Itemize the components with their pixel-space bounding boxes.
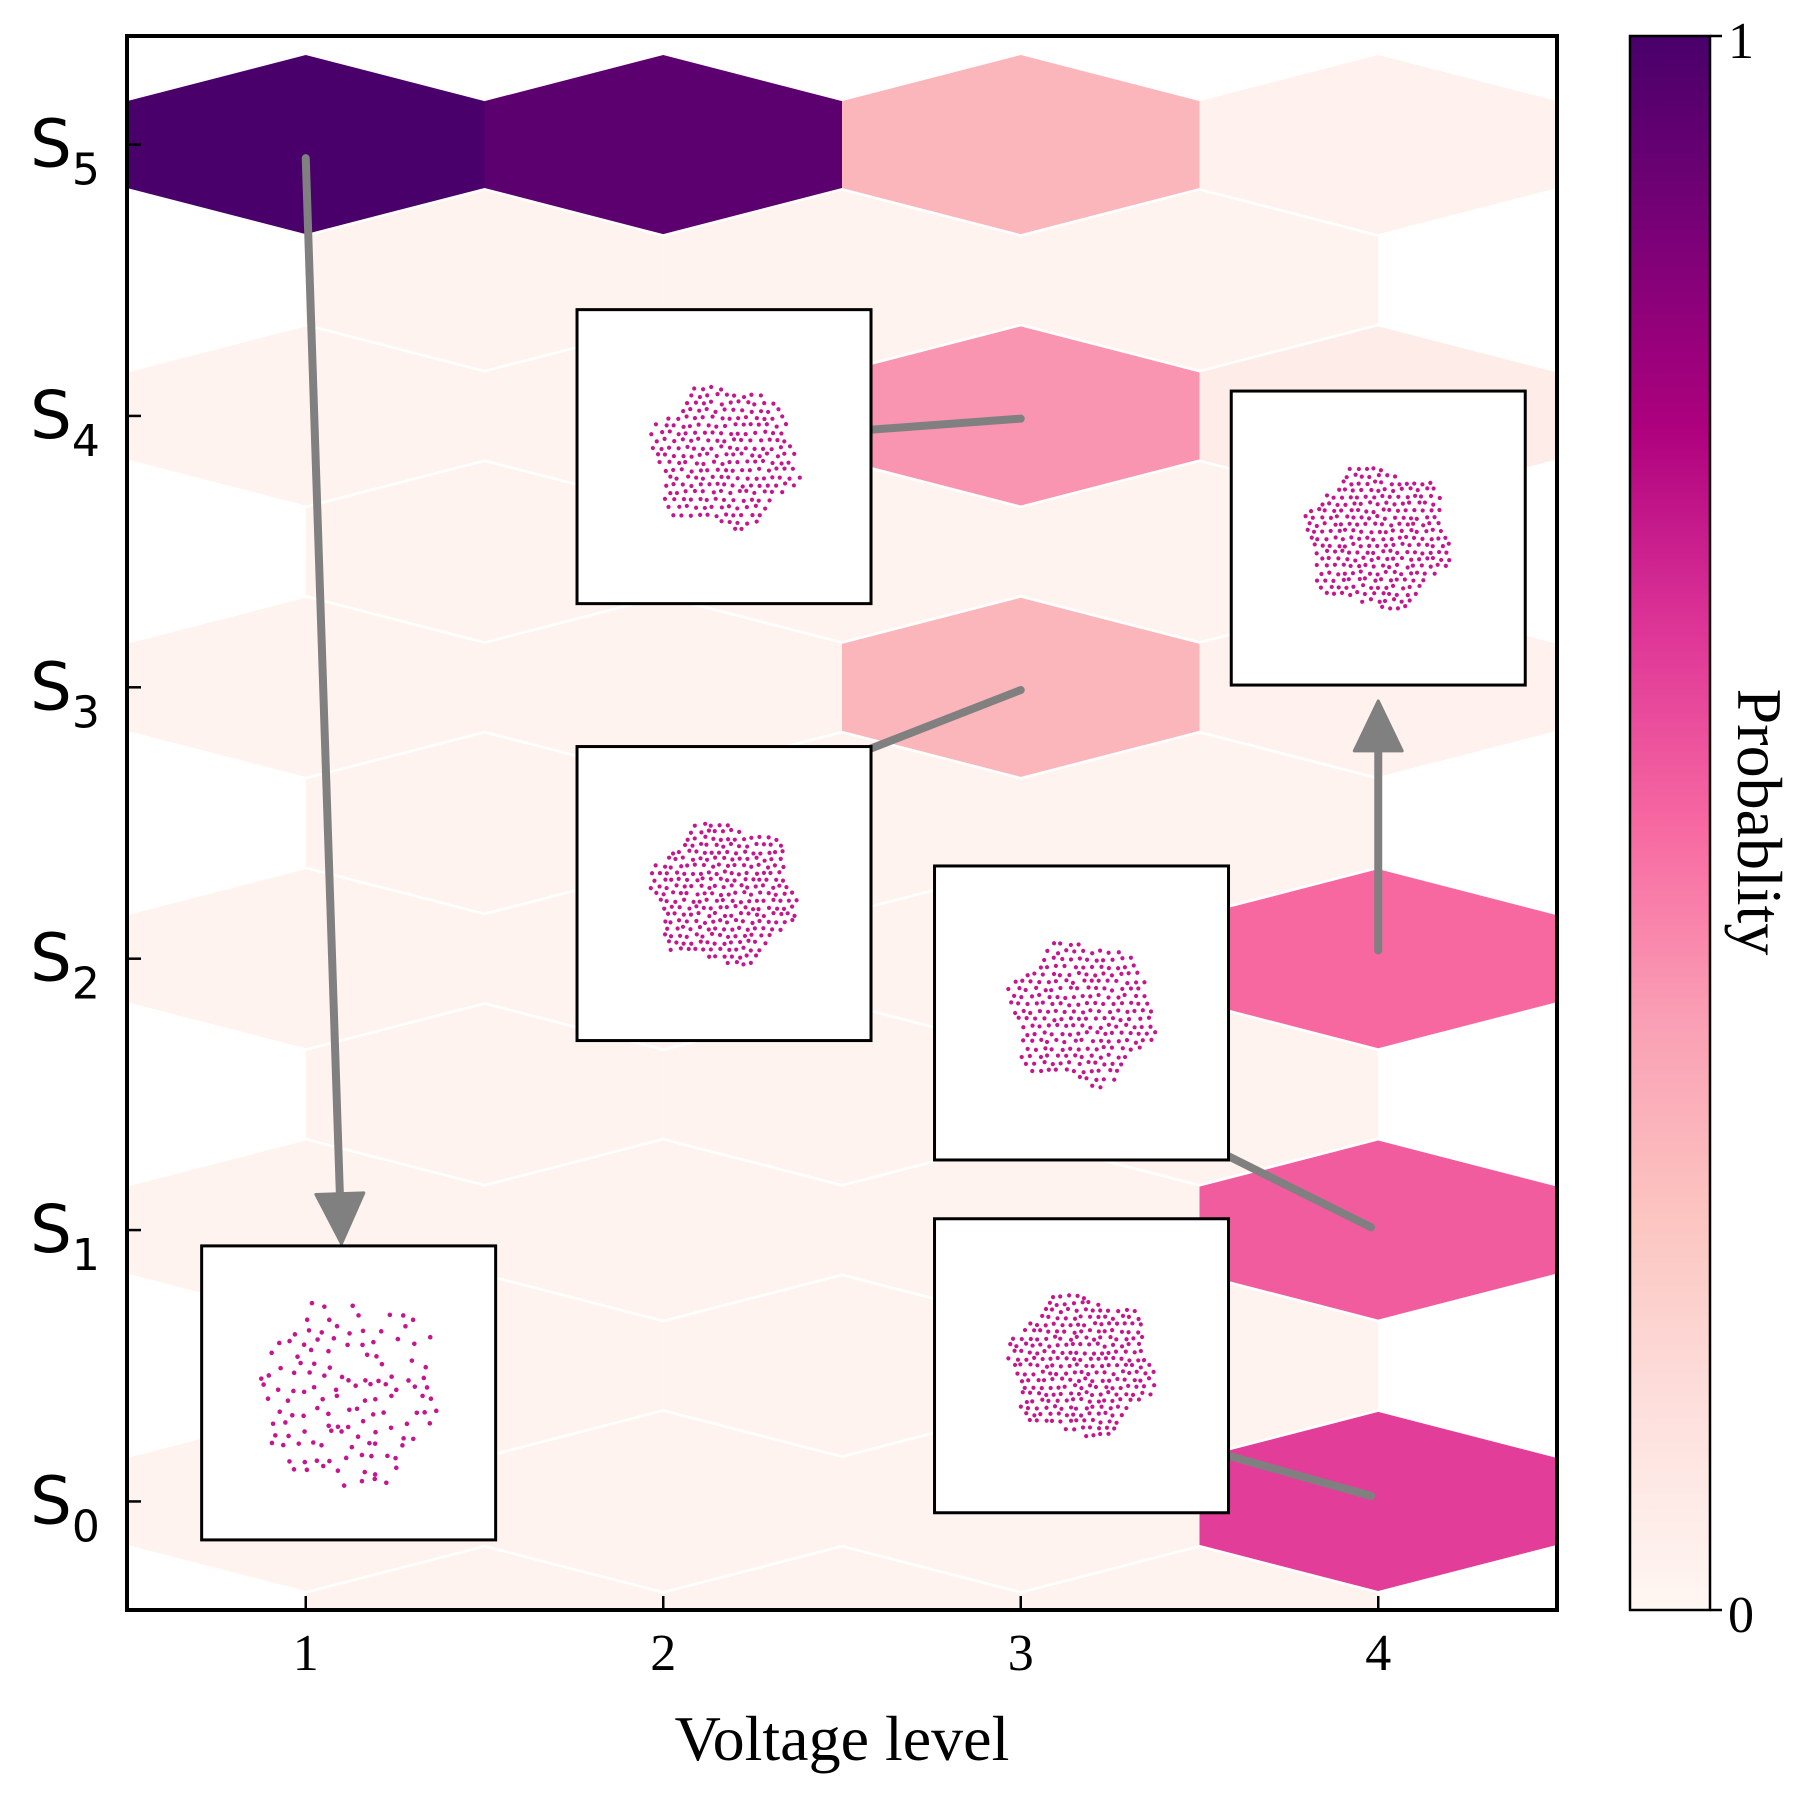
- y-tick-label: S3: [30, 648, 100, 738]
- colorbar-gradient: [1628, 34, 1712, 1612]
- S4-4-structure: [1229, 389, 1527, 687]
- colorbar-title: Probablity: [1724, 689, 1795, 956]
- hex-cell: [484, 1411, 842, 1592]
- particle-cluster: [648, 821, 799, 967]
- hex-cell: [663, 1276, 1021, 1456]
- x-axis: 1 2 3 4: [293, 1596, 1391, 1682]
- hex-cell: [1020, 1547, 1379, 1610]
- hex-cell: [305, 733, 664, 913]
- hex-cell: [663, 1004, 1021, 1184]
- S3-structure: [575, 745, 873, 1043]
- transition-arrow: [1352, 699, 1404, 955]
- particle-cluster: [258, 1300, 439, 1488]
- hex-cell: [1199, 54, 1557, 235]
- colorbar: 1 0 Probablity: [1628, 13, 1795, 1644]
- hex-cell: [1199, 1411, 1557, 1592]
- hex-cell: [663, 1547, 1021, 1610]
- x-axis-title: Voltage level: [675, 1703, 1010, 1774]
- hex-cell: [127, 54, 485, 235]
- hex-cell: [127, 597, 485, 777]
- x-tick-label: 1: [293, 1625, 319, 1682]
- plot-frame: [125, 34, 1559, 1612]
- hex-cell: [305, 1004, 664, 1184]
- particle-cluster: [1006, 941, 1158, 1090]
- y-tick-label: S5: [30, 106, 100, 196]
- S1-structure: [933, 1217, 1231, 1515]
- hex-cell: [127, 326, 485, 506]
- hex-cell: [484, 1140, 842, 1320]
- hex-cell: [1020, 190, 1379, 370]
- y-tick-label: S4: [30, 377, 100, 467]
- y-tick-label: S1: [30, 1191, 100, 1281]
- x-tick-label: 2: [650, 1625, 676, 1682]
- hex-cell: [305, 190, 664, 370]
- y-axis: S0 S1 S2 S3 S4 S5: [30, 106, 141, 1552]
- structure-insets: [200, 308, 1527, 1542]
- S0-structure: [200, 1244, 498, 1542]
- particle-cluster: [649, 384, 802, 532]
- hex-cell: [484, 597, 842, 777]
- hex-cell: [127, 869, 485, 1049]
- hex-cell: [842, 54, 1200, 235]
- colorbar-min-label: 0: [1728, 1587, 1754, 1644]
- S4-structure: [575, 308, 873, 606]
- particle-cluster: [1303, 466, 1452, 611]
- x-tick-label: 4: [1365, 1625, 1391, 1682]
- colorbar-max-label: 1: [1728, 13, 1754, 70]
- S2-structure: [933, 864, 1231, 1162]
- hex-cell: [484, 54, 842, 235]
- transition-arrow: [301, 154, 366, 1246]
- x-tick-label: 3: [1008, 1625, 1034, 1682]
- hex-cell: [305, 1547, 664, 1610]
- y-tick-label: S0: [30, 1462, 100, 1552]
- hex-cell: [1199, 869, 1557, 1049]
- y-tick-label: S2: [30, 920, 100, 1010]
- particle-cluster: [1006, 1293, 1157, 1439]
- hex-cell: [305, 462, 664, 642]
